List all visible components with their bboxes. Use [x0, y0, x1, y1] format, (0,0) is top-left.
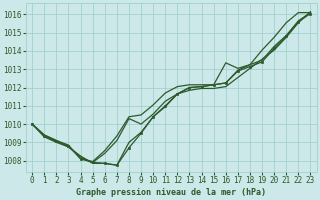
X-axis label: Graphe pression niveau de la mer (hPa): Graphe pression niveau de la mer (hPa)	[76, 188, 266, 197]
